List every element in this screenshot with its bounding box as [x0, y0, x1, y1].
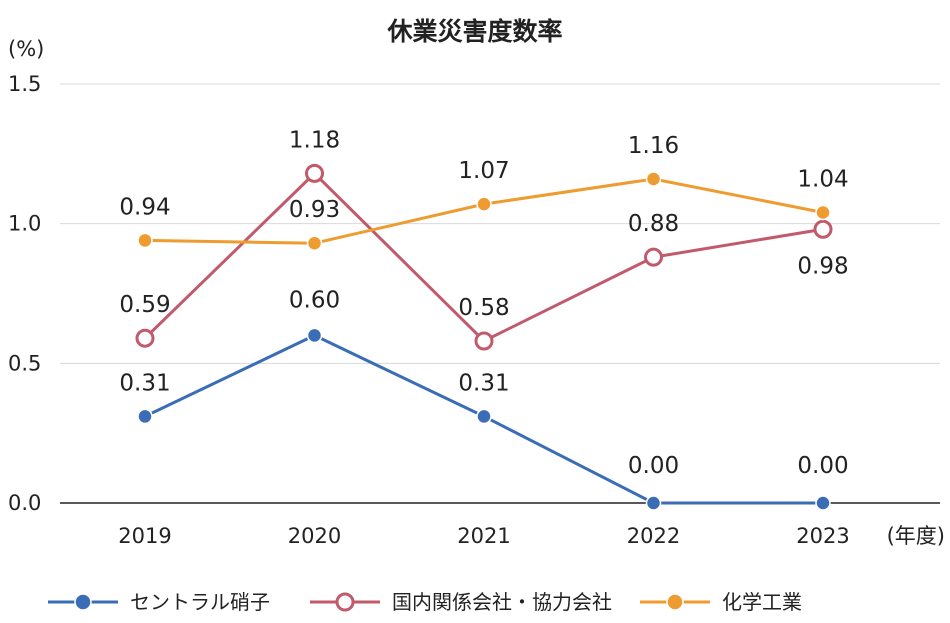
series-layer [135, 163, 833, 511]
y-tick-label: 1.5 [8, 72, 41, 96]
data-label: 1.07 [458, 158, 509, 184]
data-label: 1.04 [797, 166, 848, 192]
data-point [813, 219, 833, 239]
data-label: 0.60 [289, 287, 340, 313]
series-central-glass [137, 327, 831, 511]
series-chemical-industry [137, 171, 831, 251]
chart-title: 休業災害度数率 [386, 17, 562, 46]
legend-item-domestic-affiliates: 国内関係会社・協力会社 [310, 590, 612, 614]
legend-item-chemical-industry: 化学工業 [640, 590, 802, 614]
legend-label: 国内関係会社・協力会社 [392, 590, 612, 614]
data-label: 0.98 [797, 253, 848, 279]
data-point [474, 331, 494, 351]
data-point [137, 408, 153, 425]
data-label: 0.94 [119, 194, 170, 220]
data-label: 0.93 [289, 197, 340, 223]
data-point [306, 327, 323, 344]
y-axis-ticks: 0.0 0.5 1.0 1.5 [8, 72, 41, 515]
data-label: 1.18 [289, 127, 340, 153]
y-tick-label: 1.0 [8, 212, 41, 236]
x-tick-label: 2021 [457, 524, 510, 548]
data-point [645, 171, 662, 187]
data-point [476, 408, 492, 425]
data-label: 0.88 [628, 211, 679, 237]
data-label: 0.58 [458, 295, 509, 321]
data-point [476, 196, 492, 212]
x-tick-label: 2022 [627, 524, 680, 548]
x-tick-label: 2023 [796, 524, 849, 548]
legend-marker [666, 593, 684, 611]
data-point [815, 204, 831, 221]
legend: セントラル硝子 国内関係会社・協力会社 化学工業 [48, 590, 802, 614]
data-label: 0.31 [119, 370, 170, 396]
data-label: 0.00 [628, 453, 679, 479]
data-point [135, 328, 155, 348]
data-label: 0.31 [458, 370, 509, 396]
x-axis-unit-label: (年度) [887, 524, 945, 548]
legend-item-central-glass: セントラル硝子 [48, 590, 270, 614]
legend-marker [74, 593, 92, 611]
x-tick-label: 2020 [288, 524, 341, 548]
data-point [305, 163, 324, 183]
y-axis-unit-label: (%) [8, 37, 44, 61]
legend-label: 化学工業 [722, 590, 802, 614]
y-tick-label: 0.0 [8, 491, 41, 515]
data-label: 0.59 [119, 292, 170, 318]
data-labels: 0.31 0.60 0.31 0.00 0.00 0.59 1.18 0.58 0.88 0.98… [119, 127, 848, 479]
data-point [644, 247, 663, 267]
data-point [645, 495, 662, 511]
data-point [815, 495, 831, 511]
data-point [306, 235, 323, 251]
x-tick-label: 2019 [118, 524, 171, 548]
data-label: 1.16 [628, 133, 679, 159]
x-axis-ticks: 2019 2020 2021 2022 2023 [118, 524, 849, 548]
legend-marker [335, 592, 355, 612]
series-domestic-affiliates [135, 163, 833, 351]
data-label: 0.00 [797, 453, 848, 479]
data-point [137, 232, 153, 249]
y-tick-label: 0.5 [8, 351, 41, 375]
legend-label: セントラル硝子 [130, 590, 270, 614]
